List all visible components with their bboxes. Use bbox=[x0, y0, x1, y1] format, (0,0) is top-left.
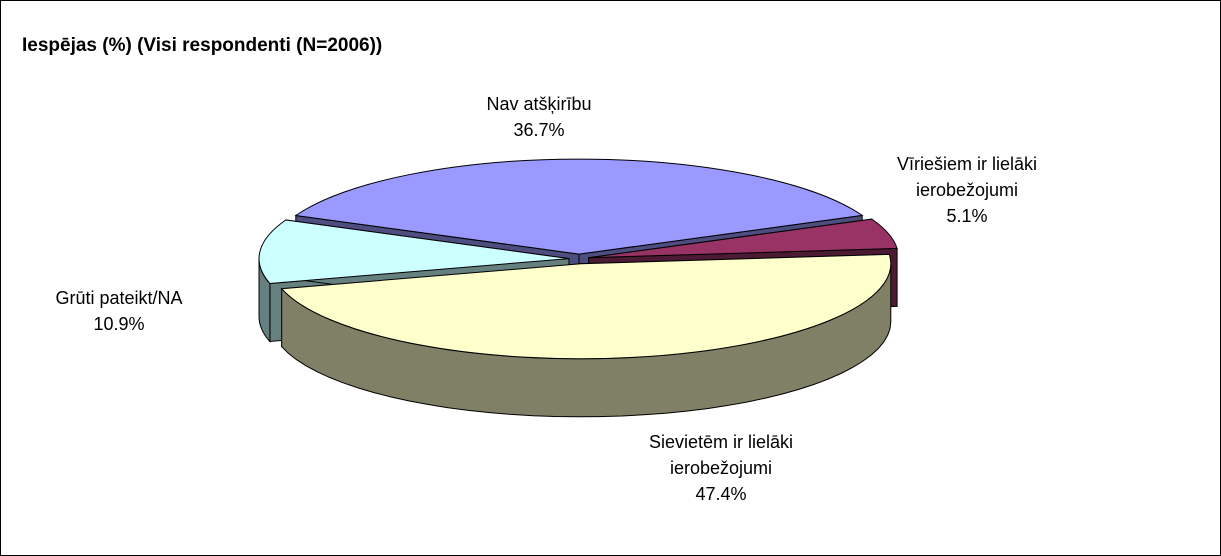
category-label: Sievietēm ir lielāki ierobežojumi bbox=[648, 432, 794, 478]
slice bbox=[588, 218, 898, 259]
category-label: Nav atšķirību bbox=[486, 94, 592, 114]
data-label: Nav atšķirību 36.7% bbox=[429, 91, 649, 143]
chart-title: Iespējas (%) (Visi respondenti (N=2006)) bbox=[22, 35, 383, 56]
data-label: Grūti pateikt/NA 10.9% bbox=[9, 285, 229, 337]
slice bbox=[280, 253, 892, 360]
category-label: Grūti pateikt/NA bbox=[55, 288, 183, 308]
data-label: Vīriešiem ir lielāki ierobežojumi 5.1% bbox=[857, 151, 1077, 229]
data-label: Sievietēm ir lielāki ierobežojumi 47.4% bbox=[611, 429, 831, 507]
value-label: 36.7% bbox=[513, 120, 565, 140]
value-label: 10.9% bbox=[93, 314, 145, 334]
slice bbox=[258, 219, 570, 285]
value-label: 47.4% bbox=[695, 484, 747, 504]
slice bbox=[294, 158, 864, 255]
category-label: Vīriešiem ir lielāki ierobežojumi bbox=[896, 154, 1038, 200]
value-label: 5.1% bbox=[946, 206, 988, 226]
